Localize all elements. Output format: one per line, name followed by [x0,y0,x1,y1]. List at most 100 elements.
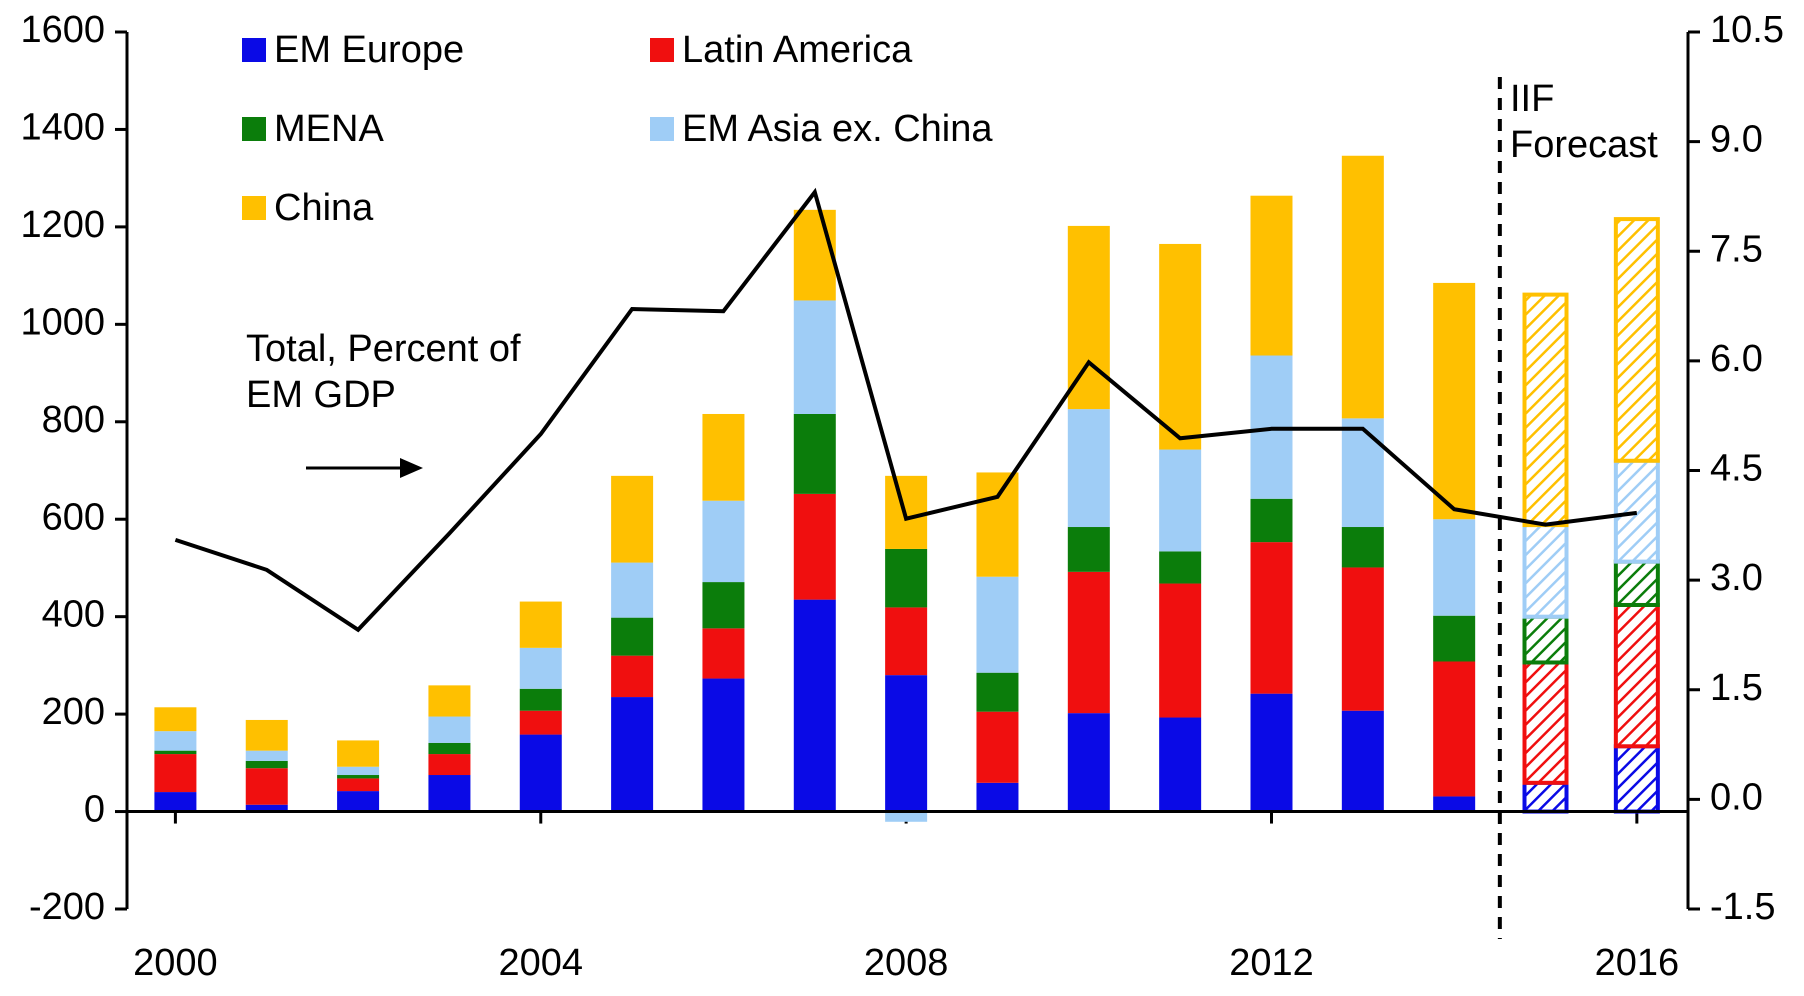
bar [154,731,197,751]
bar [702,500,745,583]
bar [611,562,654,618]
y2-tick-label: 0.0 [1710,776,1763,818]
bar [1433,282,1476,520]
bar [337,778,380,792]
legend-swatch [650,38,674,62]
bar [1341,418,1384,528]
bar [1159,243,1202,450]
bar [1433,519,1476,616]
bar [245,760,288,769]
y-tick-label: 200 [42,691,105,733]
x-tick-label: 2000 [133,942,218,984]
bar [1341,710,1384,812]
bar [1522,780,1569,814]
bar [1250,195,1293,356]
bar [702,582,745,629]
bar [1250,542,1293,694]
bar [793,413,836,494]
legend-swatch [242,38,266,62]
bar [1159,717,1202,812]
line-annotation: Total, Percent of EM GDP [246,328,521,416]
bar [245,804,288,812]
y2-tick-label: 3.0 [1710,557,1763,599]
bar [1250,498,1293,543]
y-tick-label: 800 [42,399,105,441]
bar [1067,713,1110,812]
y-tick-label: 1400 [20,106,105,148]
bar [1522,660,1569,785]
bar [1613,458,1660,564]
bar [1159,449,1202,552]
y2-tick-label: 1.5 [1710,667,1763,709]
bar [428,742,471,755]
legend-swatch [242,117,266,141]
bar [611,655,654,698]
bar [1433,796,1476,812]
bar [1433,661,1476,797]
bar [1433,615,1476,662]
bar [611,475,654,563]
bar [885,675,928,812]
legend-swatch [242,196,266,220]
bar [519,647,562,689]
y-tick-label: 1600 [20,9,105,51]
bar [519,601,562,648]
bar [245,768,288,805]
bar [885,607,928,676]
bar [154,754,197,793]
bar [1067,571,1110,714]
legend-swatch [650,117,674,141]
bar [793,599,836,812]
bar [1159,583,1202,718]
bar [519,688,562,711]
bar [976,472,1019,577]
bar [154,707,197,732]
bar [337,766,380,776]
y2-tick-label: -1.5 [1710,886,1775,928]
y-tick-label: 400 [42,594,105,636]
bar [1613,559,1660,607]
bar [1067,409,1110,528]
legend-label: China [274,187,374,229]
bar [428,775,471,812]
bar [428,716,471,743]
bar [519,710,562,735]
bar [245,750,288,761]
bar [1613,217,1660,463]
bar [337,775,380,779]
y2-tick-label: 6.0 [1710,338,1763,380]
bar [1522,292,1569,528]
y2-tick-label: 7.5 [1710,228,1763,270]
forecast-annotation: IIF Forecast [1510,78,1658,166]
bar [702,413,745,501]
bar [519,734,562,812]
x-tick-label: 2016 [1595,942,1680,984]
bar [1613,602,1660,749]
bar [337,740,380,767]
y-tick-label: 1200 [20,204,105,246]
legend-label: EM Europe [274,29,464,71]
bar [1522,614,1569,665]
bar [976,576,1019,673]
bar [1341,567,1384,711]
bar [245,719,288,751]
line-series [174,187,1638,633]
bar [702,678,745,812]
bar [1159,551,1202,584]
bar [702,628,745,679]
annotation-arrowhead [400,458,423,478]
bar [1522,523,1569,619]
y-tick-label: 1000 [20,301,105,343]
bar [1613,744,1660,814]
bar [611,617,654,656]
bar [1067,527,1110,572]
legend-label: Latin America [682,29,913,71]
y2-tick-label: 10.5 [1710,9,1784,51]
x-tick-label: 2004 [498,942,583,984]
bar [154,792,197,812]
bar [428,685,471,717]
bar [1250,693,1293,812]
bar [1067,225,1110,410]
legend-label: MENA [274,108,384,150]
